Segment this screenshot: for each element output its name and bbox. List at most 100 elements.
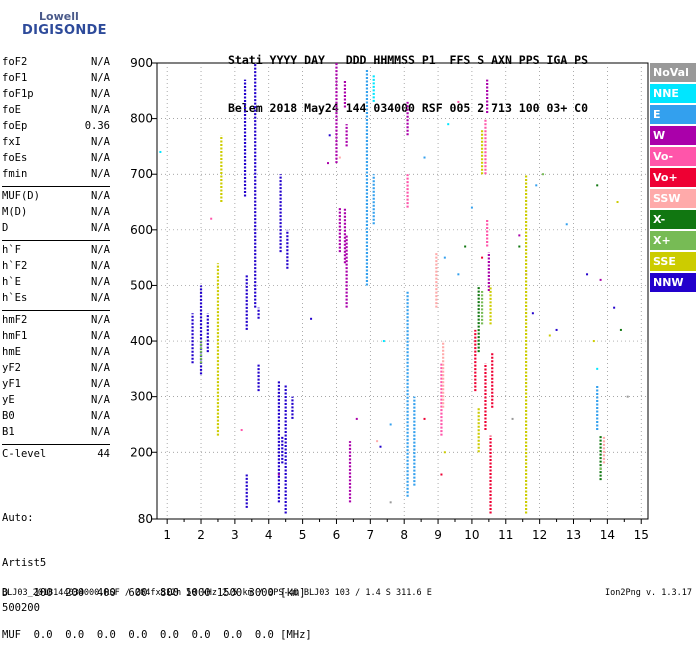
y-tick-label: 700 (130, 167, 153, 181)
x-tick-label: 7 (367, 528, 375, 542)
legend-item-vo: Vo+ (650, 168, 696, 187)
param-row: h`F2 N/A (2, 260, 110, 276)
legend: NoVal NNE E W Vo- Vo+ SSW X- X+ SSE NNW (650, 63, 696, 294)
trace-x-point (542, 173, 545, 176)
trace-e-point (470, 206, 473, 209)
param-row: foEp 0.36 (2, 120, 110, 136)
param-name: fmin (2, 168, 28, 180)
param-row: foEs N/A (2, 152, 110, 168)
x-tick-label: 4 (265, 528, 273, 542)
trace-nnw-point (613, 306, 616, 309)
param-row: D N/A (2, 222, 110, 238)
param-name: D (2, 222, 9, 234)
x-tick-label: 9 (434, 528, 442, 542)
param-name: h`Es (2, 292, 28, 304)
trace-nnw-point (555, 328, 558, 331)
param-value: N/A (91, 314, 110, 326)
trace-e-point (565, 223, 568, 226)
footer-version: Ion2Png v. 1.3.17 (605, 588, 692, 598)
trace-vo-point (440, 473, 443, 476)
param-row: h`F N/A (2, 244, 110, 260)
param-name: foEs (2, 152, 28, 164)
trace-noval-point (389, 501, 392, 504)
trace-vo-point (210, 217, 213, 220)
parameter-table: foF2 N/A foF1 N/A foF1p N/A foE N/A foEp 0.36 fxI N… (2, 56, 110, 464)
param-row: hmE N/A (2, 346, 110, 362)
param-divider (2, 186, 110, 187)
legend-item-sse: SSE (650, 252, 696, 271)
param-value: N/A (91, 190, 110, 202)
header-line2: Belem 2018 May24 144 034000 RSF 005 2 71… (228, 101, 589, 115)
param-name: foF1 (2, 72, 28, 84)
y-tick-label: 800 (130, 112, 153, 126)
param-row: foF1p N/A (2, 88, 110, 104)
param-value: N/A (91, 168, 110, 180)
param-value: N/A (91, 152, 110, 164)
trace-vo-point (481, 256, 484, 259)
param-value: N/A (91, 394, 110, 406)
trace-x-point (596, 184, 599, 187)
distance-row: D 100 200 400 600 800 1000 1500 3000 [km… (2, 587, 306, 599)
param-row: B0 N/A (2, 410, 110, 426)
legend-item-noval: NoVal (650, 63, 696, 82)
param-row: B1 N/A (2, 426, 110, 442)
trace-x-point (619, 328, 622, 331)
param-name: h`F2 (2, 260, 28, 272)
param-value: N/A (91, 346, 110, 358)
param-value: N/A (91, 72, 110, 84)
x-tick-label: 11 (498, 528, 513, 542)
trace-sse-point (592, 340, 595, 343)
param-value: 0.36 (84, 120, 110, 132)
param-name: C-level (2, 448, 47, 460)
param-value: 44 (97, 448, 110, 460)
param-divider (2, 310, 110, 311)
param-name: yE (2, 394, 15, 406)
param-row: hmF2 N/A (2, 314, 110, 330)
trace-nnw-point (531, 312, 534, 315)
trace-e-point (423, 156, 426, 159)
param-value: N/A (91, 426, 110, 438)
param-row: foF2 N/A (2, 56, 110, 72)
trace-nne-point (596, 367, 599, 370)
param-value: N/A (91, 330, 110, 342)
trace-w-point (355, 417, 358, 420)
param-name: hmE (2, 346, 21, 358)
param-name: fxI (2, 136, 21, 148)
x-tick-label: 13 (566, 528, 581, 542)
trace-x-point (599, 467, 602, 470)
x-tick-label: 6 (333, 528, 341, 542)
trace-vo-point (240, 429, 243, 432)
auto-label: Auto: (2, 512, 34, 524)
y-tick-label: 600 (130, 223, 153, 237)
param-name: foF1p (2, 88, 34, 100)
param-name: B1 (2, 426, 15, 438)
y-tick-label: 300 (130, 390, 153, 404)
param-value: N/A (91, 104, 110, 116)
muf-row: MUF 0.0 0.0 0.0 0.0 0.0 0.0 0.0 0.0 [MHz… (2, 629, 312, 641)
param-row: yF1 N/A (2, 378, 110, 394)
auto-program: Artist5 (2, 557, 47, 569)
digisonde-logo: Lowell DIGISONDE (6, 8, 107, 50)
trace-sse-point (548, 334, 551, 337)
param-value: N/A (91, 362, 110, 374)
param-row: foF1 N/A (2, 72, 110, 88)
y-tick-label: 400 (130, 334, 153, 348)
trace-sse-point (443, 451, 446, 454)
param-row: h`E N/A (2, 276, 110, 292)
trace-e-point (535, 184, 538, 187)
x-tick-label: 12 (532, 528, 547, 542)
trace-w-point (599, 278, 602, 281)
param-name: yF1 (2, 378, 21, 390)
param-name: foEp (2, 120, 28, 132)
y-tick-label: 500 (130, 278, 153, 292)
param-value: N/A (91, 222, 110, 234)
param-value: N/A (91, 56, 110, 68)
param-row: M(D) N/A (2, 206, 110, 222)
trace-ssw-point (376, 440, 379, 443)
trace-nnw-point (328, 134, 331, 137)
legend-item-e: E (650, 105, 696, 124)
trace-e-point (443, 256, 446, 259)
param-row: yF2 N/A (2, 362, 110, 378)
trace-e-point (457, 273, 460, 276)
param-name: M(D) (2, 206, 28, 218)
